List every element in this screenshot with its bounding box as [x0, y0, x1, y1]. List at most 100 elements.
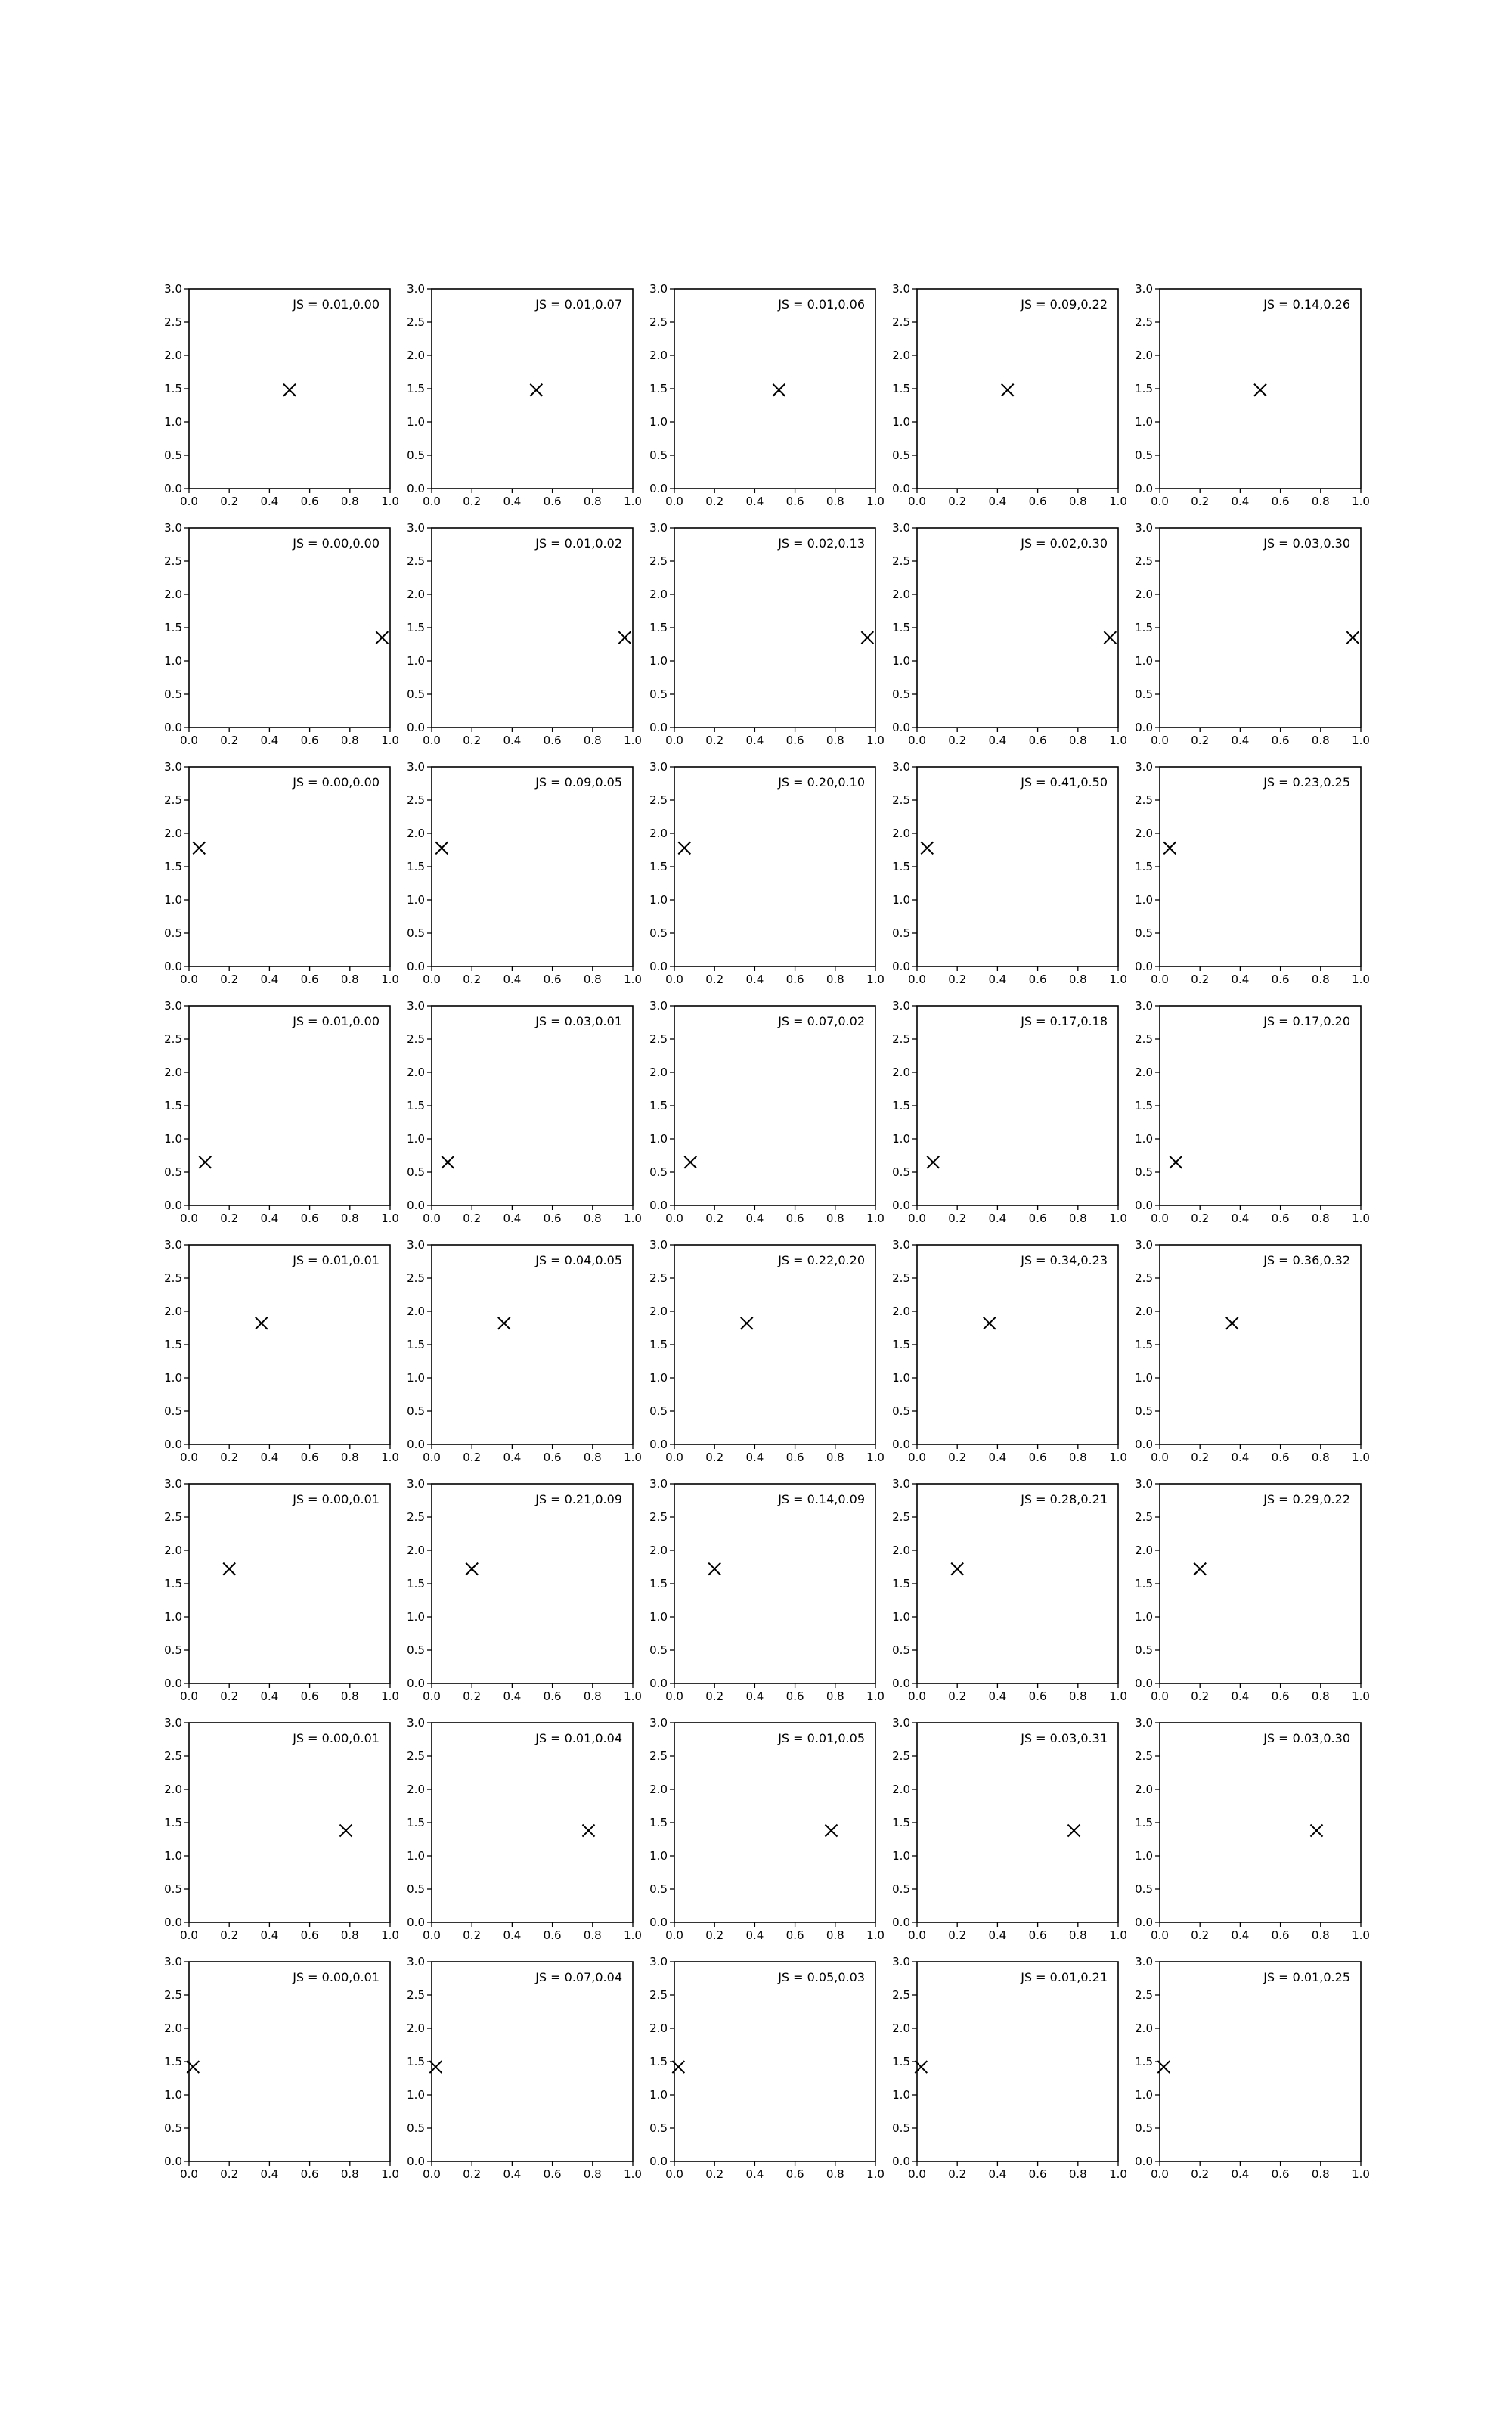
axes-frame [917, 767, 1118, 966]
js-annotation: JS = 0.21,0.09 [534, 1492, 622, 1506]
x-tick-label: 0.8 [1069, 2167, 1087, 2181]
x-tick-label: 0.0 [180, 1928, 198, 1942]
axes-frame [917, 528, 1118, 728]
y-tick-label: 1.0 [164, 1849, 182, 1863]
y-tick-label: 0.5 [1135, 448, 1153, 462]
x-tick-label: 0.4 [503, 973, 521, 986]
y-tick-label: 0.5 [892, 1165, 910, 1179]
y-tick-label: 0.5 [164, 2121, 182, 2135]
y-tick-label: 1.5 [1135, 860, 1153, 873]
y-tick-label: 1.0 [407, 1849, 425, 1863]
y-tick-label: 1.5 [1135, 2055, 1153, 2068]
y-tick-label: 3.0 [1135, 521, 1153, 535]
y-tick-label: 2.5 [1135, 315, 1153, 329]
y-tick-label: 0.5 [407, 448, 425, 462]
y-tick-label: 3.0 [649, 1955, 668, 1969]
y-tick-label: 0.0 [892, 1916, 910, 1929]
y-tick-label: 1.0 [1135, 654, 1153, 668]
axes-frame [189, 289, 390, 489]
y-tick-label: 0.0 [1135, 2155, 1153, 2168]
y-tick-label: 2.0 [649, 1066, 668, 1079]
x-tick-label: 0.6 [1029, 495, 1047, 508]
x-tick-label: 0.4 [988, 495, 1006, 508]
y-tick-label: 2.0 [649, 588, 668, 601]
x-tick-label: 0.6 [544, 1450, 562, 1464]
axes-frame [1160, 289, 1361, 489]
y-tick-label: 1.0 [164, 654, 182, 668]
y-tick-label: 0.0 [164, 2155, 182, 2168]
y-tick-label: 1.0 [649, 1132, 668, 1146]
js-annotation: JS = 0.00,0.01 [292, 1492, 380, 1506]
js-annotation: JS = 0.28,0.21 [1020, 1492, 1108, 1506]
y-tick-label: 0.0 [649, 721, 668, 734]
x-tick-label: 0.2 [705, 734, 723, 747]
x-tick-label: 0.6 [544, 734, 562, 747]
x-tick-label: 0.0 [1151, 734, 1169, 747]
x-tick-label: 0.0 [665, 2167, 683, 2181]
subplot-r5-c4: 0.0 0.2 0.4 0.6 0.8 1.00.00.51.01.52.02.53.0J… [1135, 1477, 1370, 1703]
y-tick-label: 0.5 [892, 687, 910, 701]
subplot-r4-c1: 0.0 0.2 0.4 0.6 0.8 1.00.00.51.01.52.02.53.0J… [407, 1238, 642, 1464]
x-tick-label: 0.2 [463, 2167, 481, 2181]
y-tick-label: 2.0 [892, 1544, 910, 1557]
y-tick-label: 1.5 [892, 1338, 910, 1351]
axes-frame [674, 1006, 875, 1205]
x-tick-label: 0.8 [584, 973, 602, 986]
subplot-r3-c3: 0.0 0.2 0.4 0.6 0.8 1.00.00.51.01.52.02.53.0J… [892, 999, 1127, 1225]
y-tick-label: 3.0 [892, 1238, 910, 1252]
x-tick-label: 0.0 [180, 2167, 198, 2181]
y-tick-label: 1.5 [892, 1577, 910, 1590]
y-tick-label: 3.0 [164, 282, 182, 296]
subplot-r2-c4: 0.0 0.2 0.4 0.6 0.8 1.00.00.51.01.52.02.53.0J… [1135, 760, 1370, 986]
x-tick-label: 0.6 [786, 2167, 804, 2181]
subplot-r1-c3: 0.0 0.2 0.4 0.6 0.8 1.00.00.51.01.52.02.53.0J… [892, 521, 1127, 747]
y-tick-label: 0.0 [164, 1199, 182, 1212]
y-tick-label: 2.5 [1135, 554, 1153, 568]
axes-frame [1160, 1962, 1361, 2161]
y-tick-label: 2.5 [892, 1032, 910, 1046]
subplot-r5-c2: 0.0 0.2 0.4 0.6 0.8 1.00.00.51.01.52.02.53.0J… [649, 1477, 885, 1703]
js-annotation: JS = 0.07,0.02 [777, 1014, 865, 1028]
x-tick-label: 0.4 [745, 495, 764, 508]
axes-frame [432, 767, 633, 966]
x-tick-label: 1.0 [866, 734, 885, 747]
subplot-r1-c0: 0.0 0.2 0.4 0.6 0.8 1.00.00.51.01.52.02.53.0J… [164, 521, 399, 747]
y-tick-label: 2.0 [164, 349, 182, 362]
y-tick-label: 3.0 [407, 1716, 425, 1730]
subplot-r1-c1: 0.0 0.2 0.4 0.6 0.8 1.00.00.51.01.52.02.53.0J… [407, 521, 642, 747]
x-tick-label: 0.4 [503, 1450, 521, 1464]
x-tick-label: 0.8 [341, 973, 359, 986]
y-tick-label: 1.0 [407, 1371, 425, 1385]
x-tick-label: 0.0 [180, 1450, 198, 1464]
y-tick-label: 2.0 [1135, 2021, 1153, 2035]
x-tick-label: 0.2 [220, 1928, 238, 1942]
x-tick-label: 1.0 [1109, 1212, 1127, 1225]
y-tick-label: 1.5 [164, 1099, 182, 1112]
y-tick-label: 2.5 [649, 1271, 668, 1285]
js-annotation: JS = 0.03,0.30 [1263, 1731, 1350, 1745]
x-tick-label: 0.0 [1151, 1450, 1169, 1464]
x-tick-label: 0.2 [1191, 1450, 1209, 1464]
y-tick-label: 3.0 [164, 1955, 182, 1969]
y-tick-label: 0.5 [164, 1165, 182, 1179]
y-tick-label: 0.0 [1135, 1438, 1153, 1451]
x-tick-label: 0.4 [745, 1689, 764, 1703]
y-tick-label: 2.5 [892, 1988, 910, 2002]
js-annotation: JS = 0.07,0.04 [534, 1970, 622, 1984]
js-annotation: JS = 0.03,0.30 [1263, 536, 1350, 551]
x-tick-label: 0.8 [826, 1450, 844, 1464]
x-tick-label: 0.2 [463, 734, 481, 747]
js-annotation: JS = 0.14,0.26 [1263, 297, 1350, 312]
x-tick-label: 0.8 [341, 495, 359, 508]
y-tick-label: 2.5 [407, 554, 425, 568]
js-annotation: JS = 0.00,0.00 [292, 536, 380, 551]
y-tick-label: 0.5 [1135, 1882, 1153, 1896]
x-tick-label: 1.0 [866, 1928, 885, 1942]
x-tick-label: 0.8 [1312, 495, 1330, 508]
x-tick-label: 1.0 [1352, 973, 1370, 986]
js-annotation: JS = 0.29,0.22 [1263, 1492, 1350, 1506]
x-tick-label: 0.0 [665, 1212, 683, 1225]
x-tick-label: 0.8 [826, 1689, 844, 1703]
x-tick-label: 0.0 [423, 1928, 441, 1942]
x-tick-label: 0.8 [341, 1450, 359, 1464]
